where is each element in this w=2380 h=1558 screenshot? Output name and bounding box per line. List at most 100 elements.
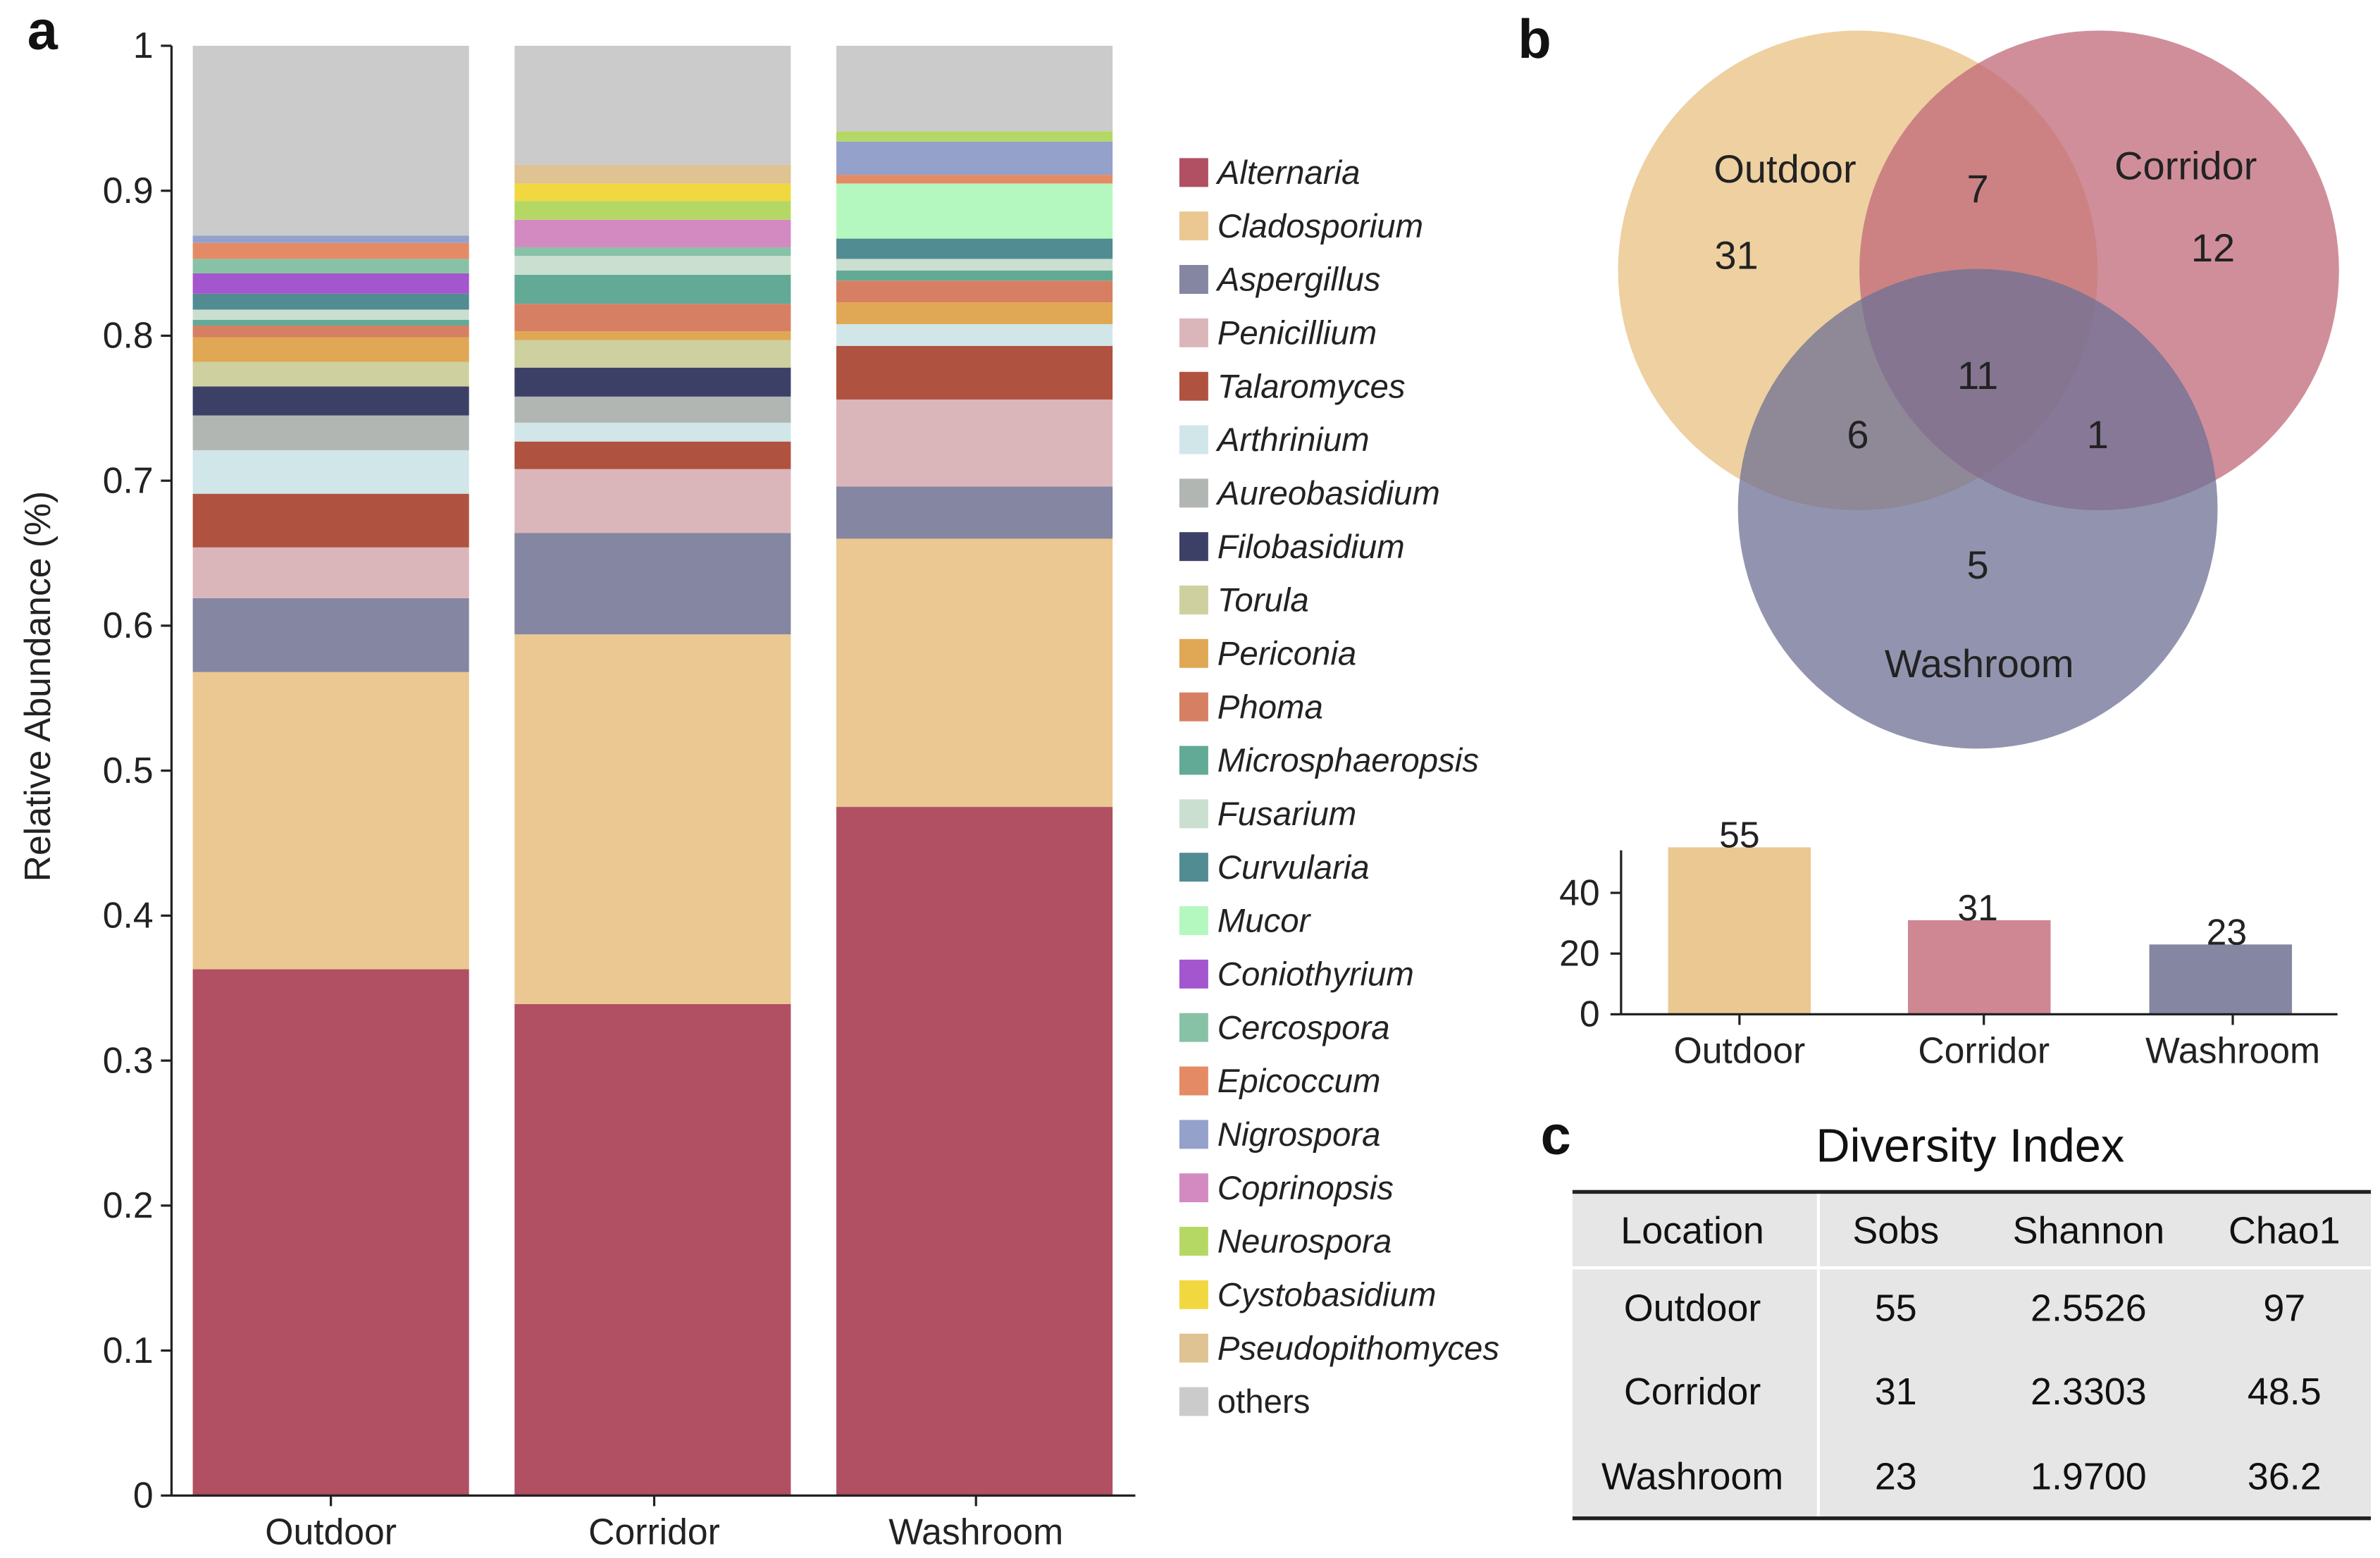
bar-segment-others-outdoor [192,45,469,236]
bar-segment-penicillium-corridor [514,469,791,533]
y-tick-label: 0 [1580,994,1600,1034]
y-tick-label: 0.8 [103,315,154,356]
legend-swatch-neurospora [1179,1227,1208,1256]
richness-bar-corridor [1908,920,2051,1015]
legend-label-talaromyces: Talaromyces [1217,368,1406,405]
bar-segment-cladosporium-washroom [836,538,1113,808]
legend-swatch-arthrinium [1179,425,1208,455]
legend-label-nigrospora: Nigrospora [1217,1116,1381,1154]
diversity-table: Location Sobs Shannon Chao1 Outdoor 55 2.5526 9… [1572,1189,2372,1521]
bar-segment-penicillium-outdoor [192,547,469,598]
bar-segment-arthrinium-corridor [514,422,791,442]
richness-bar-washroom [2149,944,2293,1015]
bar-segment-phoma-corridor [514,304,791,332]
bar-segment-phoma-washroom [836,280,1113,303]
legend-swatch-torula [1179,586,1208,614]
bar-segment-microsphaeropsis-outdoor [192,319,469,326]
stacked-bar-chart: Outdoor Corridor Washroom 0 0.1 0.2 0.3 0.4 0.5 0… [103,25,1136,1552]
bar-segment-periconia-washroom [836,302,1113,324]
bar-segment-penicillium-washroom [836,399,1113,487]
bar-segment-fusarium-washroom [836,259,1113,271]
bar-segment-nigrospora-washroom [836,141,1113,175]
legend-swatch-pseudopithomyces [1179,1333,1208,1363]
x-tick-label: Outdoor [265,1511,397,1552]
table-background [1572,1192,2372,1519]
bar-segment-talaromyces-corridor [514,441,791,469]
legend-swatch-epicoccum [1179,1066,1208,1096]
bar-segment-others-corridor [514,45,791,165]
legend-label-torula: Torula [1217,582,1309,619]
table-cell: 48.5 [2248,1371,2322,1413]
richness-bar-chart: 55 Outdoor 31 Corridor 23 Washroom 0 20 40 [1559,814,2338,1070]
panel-label-c: c [1541,1106,1571,1166]
bar-segment-curvularia-outdoor [192,293,469,310]
legend-swatch-talaromyces [1179,371,1208,401]
bar-segment-filobasidium-outdoor [192,386,469,416]
legend-label-alternaria: Alternaria [1215,154,1361,192]
legend-label-phoma: Phoma [1217,688,1323,726]
venn-label-outdoor: Outdoor [1713,147,1856,191]
legend-swatch-others [1179,1387,1208,1416]
legend-swatch-cystobasidium [1179,1280,1208,1309]
legend-swatch-curvularia [1179,853,1208,882]
legend-label-others: others [1217,1383,1310,1421]
bar-segment-fusarium-outdoor [192,309,469,320]
bar-segment-pseudopithomyces-corridor [514,164,791,184]
bar-segment-microsphaeropsis-corridor [514,275,791,304]
y-axis-label: Relative Abundance (%) [17,491,58,882]
venn-count-outdoor-corridor: 7 [1967,166,1989,211]
venn-count-corridor-washroom: 1 [2087,412,2109,457]
legend-label-penicillium: Penicillium [1217,314,1377,352]
venn-count-corridor-only: 12 [2191,225,2235,270]
legend-swatch-aureobasidium [1179,478,1208,508]
legend-label-arthrinium: Arthrinium [1215,421,1370,459]
legend-swatch-nigrospora [1179,1120,1208,1149]
x-tick-label: Outdoor [1673,1030,1805,1070]
table-title: Diversity Index [1816,1120,2124,1172]
venn-circle-washroom [1737,268,2218,749]
bar-segment-periconia-corridor [514,331,791,340]
y-tick-label: 0.1 [103,1330,154,1371]
richness-bar-label: 23 [2207,911,2248,952]
bar-segment-cladosporium-corridor [514,634,791,1004]
bar-segment-arthrinium-outdoor [192,450,469,494]
legend-swatch-mucor [1179,906,1208,935]
bar-segment-talaromyces-washroom [836,345,1113,400]
legend-label-microsphaeropsis: Microsphaeropsis [1217,742,1479,779]
legend-label-aureobasidium: Aureobasidium [1215,475,1440,512]
bar-segment-periconia-outdoor [192,337,469,362]
bar-segment-filobasidium-corridor [514,367,791,397]
table-cell: 97 [2263,1287,2305,1330]
bar-segment-neurospora-corridor [514,201,791,220]
y-tick-label: 0.2 [103,1185,154,1225]
table-header-cell: Sobs [1852,1210,1939,1252]
bar-segment-epicoccum-washroom [836,175,1113,184]
bar-segment-alternaria-washroom [836,807,1113,1496]
bar-segment-aspergillus-washroom [836,486,1113,539]
y-tick-label: 20 [1559,932,1600,973]
legend-label-curvularia: Curvularia [1217,849,1370,886]
legend-label-cladosporium: Cladosporium [1217,208,1423,245]
table-cell: 1.9700 [2031,1456,2147,1498]
bar-segment-cercospora-outdoor [192,259,469,273]
bar-segment-curvularia-washroom [836,238,1113,259]
bar-segment-others-washroom [836,45,1113,132]
bar-segment-fusarium-corridor [514,256,791,276]
legend-label-fusarium: Fusarium [1217,796,1356,833]
x-tick-label: Washroom [2145,1030,2320,1070]
venn-count-outdoor-washroom: 6 [1847,412,1868,457]
venn-label-washroom: Washroom [1885,641,2074,686]
legend-swatch-coprinopsis [1179,1173,1208,1203]
legend-swatch-microsphaeropsis [1179,746,1208,775]
richness-bar-label: 31 [1957,887,1998,928]
bar-segment-alternaria-outdoor [192,969,469,1496]
bar-segment-cercospora-corridor [514,247,791,256]
legend-swatch-coniothyrium [1179,959,1208,989]
bar-segment-cladosporium-outdoor [192,672,469,970]
bar-segment-cystobasidium-corridor [514,183,791,202]
panel-label-a: a [27,0,58,61]
bar-segment-torula-corridor [514,340,791,368]
legend-label-periconia: Periconia [1217,635,1357,672]
y-tick-label: 0.7 [103,459,154,500]
